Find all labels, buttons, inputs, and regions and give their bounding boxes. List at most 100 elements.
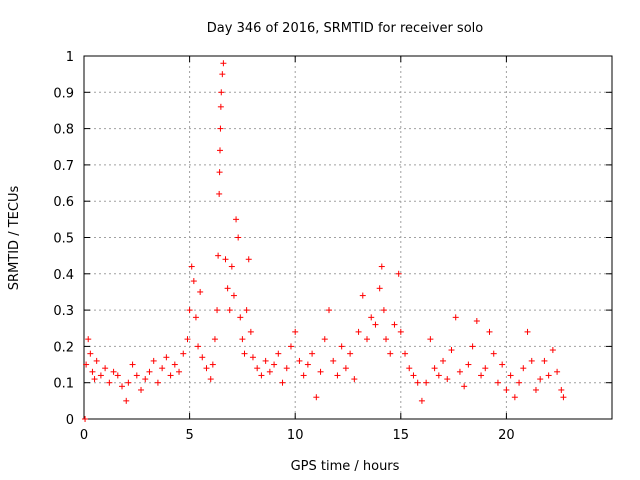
data-point [228,263,235,270]
chart-title: Day 346 of 2016, SRMTID for receiver sol… [207,21,484,36]
x-tick-label: 10 [287,428,304,443]
data-point [309,350,316,357]
data-point [486,328,493,335]
data-point [560,394,567,401]
y-tick-label: 0.6 [53,195,74,210]
data-point [209,361,216,368]
x-axis-title: GPS time / hours [291,459,400,474]
data-point [218,89,225,96]
data-point [364,336,371,343]
x-tick-label: 20 [498,428,515,443]
data-point [258,372,265,379]
data-point [383,336,390,343]
x-tick-label: 15 [393,428,410,443]
data-point [249,354,256,361]
data-point [89,368,96,375]
data-point [482,365,489,372]
data-point [184,336,191,343]
data-point [142,376,149,383]
y-axis-title: SRMTID / TECUs [7,186,22,291]
data-point [110,368,117,375]
data-point [378,263,385,270]
data-point [397,328,404,335]
data-point [334,372,341,379]
data-point [283,365,290,372]
data-point [87,350,94,357]
x-tick-label: 0 [80,428,88,443]
data-point [186,307,193,314]
data-point [391,321,398,328]
data-point [233,216,240,223]
data-point [524,328,531,335]
ticks [83,55,612,420]
data-point [461,383,468,390]
data-point [516,379,523,386]
data-point [355,328,362,335]
data-point [469,343,476,350]
data-point [444,376,451,383]
y-tick-label: 0.9 [53,86,74,101]
data-point [541,357,548,364]
y-tick-label: 0.3 [53,304,74,319]
data-point [199,354,206,361]
data-point [154,379,161,386]
data-point [102,365,109,372]
data-point [452,314,459,321]
data-point [473,317,480,324]
data-point [275,350,282,357]
x-tick-label: 5 [185,428,193,443]
data-point [159,365,166,372]
data-point [325,307,332,314]
data-point [296,357,303,364]
data-point [387,350,394,357]
data-point [217,103,224,110]
data-point [133,372,140,379]
data-point [211,336,218,343]
data-point [456,368,463,375]
data-point [418,397,425,404]
data-point [85,336,92,343]
data-point [216,190,223,197]
data-point [448,347,455,354]
y-tick-label: 0.1 [53,377,74,392]
data-point [347,350,354,357]
data-point [243,307,250,314]
data-point [558,386,565,393]
data-point [549,347,556,354]
data-point [216,169,223,176]
data-point [163,354,170,361]
data-point [435,372,442,379]
data-point [395,270,402,277]
data-point [207,376,214,383]
data-point [188,263,195,270]
data-point [279,379,286,386]
data-point [414,379,421,386]
data-point [230,292,237,299]
data-point [119,383,126,390]
data-point [203,365,210,372]
data-point [220,60,227,67]
data-point [507,372,514,379]
data-point [195,343,202,350]
data-point [222,256,229,263]
plot-frame [83,55,613,420]
data-point [219,71,226,78]
data-point [499,361,506,368]
tick-labels: 0 5 10 15 20 0 0.1 0.2 0.3 0.4 0.5 0.6 0.7 0.8 0.9 1 [53,50,514,443]
data-point [317,368,324,375]
data-point [114,372,121,379]
data-points [82,60,567,422]
data-point [368,314,375,321]
data-point [423,379,430,386]
data-point [125,379,132,386]
y-tick-label: 1 [66,50,74,65]
data-point [402,350,409,357]
data-point [427,336,434,343]
data-point [376,285,383,292]
data-point [410,372,417,379]
data-point [406,365,413,372]
data-point [494,379,501,386]
data-point [226,307,233,314]
data-point [217,147,224,154]
data-point [532,386,539,393]
